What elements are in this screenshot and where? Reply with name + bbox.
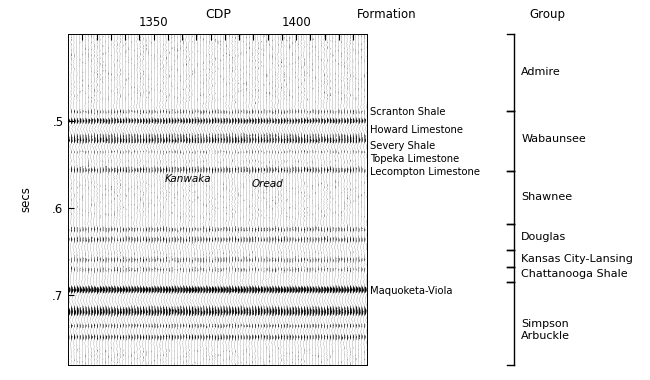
Text: Oread: Oread	[252, 179, 283, 189]
Text: Chattanooga Shale: Chattanooga Shale	[521, 269, 628, 279]
Text: Maquoketa-Viola: Maquoketa-Viola	[370, 286, 453, 296]
Text: Howard Limestone: Howard Limestone	[370, 125, 463, 135]
Text: Formation: Formation	[357, 8, 417, 21]
Text: Kansas City-Lansing: Kansas City-Lansing	[521, 254, 633, 264]
Text: Douglas: Douglas	[521, 232, 567, 242]
Text: Shawnee: Shawnee	[521, 192, 573, 202]
Text: Group: Group	[529, 8, 566, 21]
Text: Severy Shale: Severy Shale	[370, 141, 436, 150]
Text: Simpson
Arbuckle: Simpson Arbuckle	[521, 319, 570, 341]
Text: Scranton Shale: Scranton Shale	[370, 108, 446, 117]
Text: Topeka Limestone: Topeka Limestone	[370, 155, 460, 165]
Text: Kanwaka: Kanwaka	[164, 174, 211, 184]
Text: Lecompton Limestone: Lecompton Limestone	[370, 167, 480, 177]
Text: Admire: Admire	[521, 68, 561, 78]
Text: Wabaunsee: Wabaunsee	[521, 134, 586, 144]
Text: secs: secs	[20, 187, 32, 212]
Text: CDP: CDP	[205, 8, 231, 21]
